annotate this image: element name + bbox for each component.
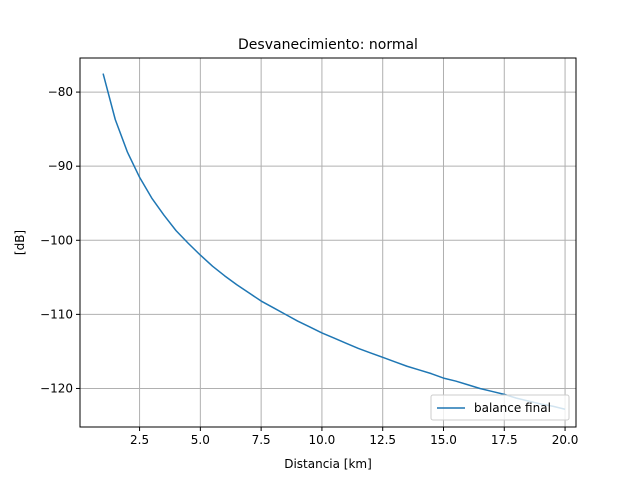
- y-tick-label: −100: [40, 233, 73, 247]
- x-tick-label: 7.5: [252, 433, 271, 447]
- legend: balance final: [430, 394, 570, 421]
- y-tick-label: −110: [40, 307, 73, 321]
- y-axis-ticks: −80 −90 −100 −110 −120: [40, 85, 80, 395]
- chart-title: Desvanecimiento: normal: [238, 37, 418, 53]
- x-axis-label: Distancia [km]: [284, 457, 372, 471]
- x-tick-label: 10.0: [309, 433, 336, 447]
- x-tick-label: 20.0: [552, 433, 579, 447]
- y-tick-label: −120: [40, 381, 73, 395]
- legend-label-balance-final: balance final: [474, 401, 551, 415]
- legend-box: [430, 394, 570, 421]
- x-tick-label: 5.0: [191, 433, 210, 447]
- plot-frame: [79, 57, 577, 428]
- y-tick-label: −80: [48, 85, 73, 99]
- x-tick-label: 2.5: [130, 433, 149, 447]
- series-layer: [102, 73, 566, 410]
- x-axis-ticks: 2.5 5.0 7.5 10.0 12.5 15.0 17.5 20.0: [130, 427, 578, 447]
- series-line-balance-final: [102, 73, 566, 410]
- y-tick-label: −90: [48, 159, 73, 173]
- x-tick-label: 15.0: [430, 433, 457, 447]
- x-tick-label: 12.5: [369, 433, 396, 447]
- grid: [80, 58, 576, 427]
- y-axis-label: [dB]: [13, 230, 27, 255]
- x-tick-label: 17.5: [491, 433, 518, 447]
